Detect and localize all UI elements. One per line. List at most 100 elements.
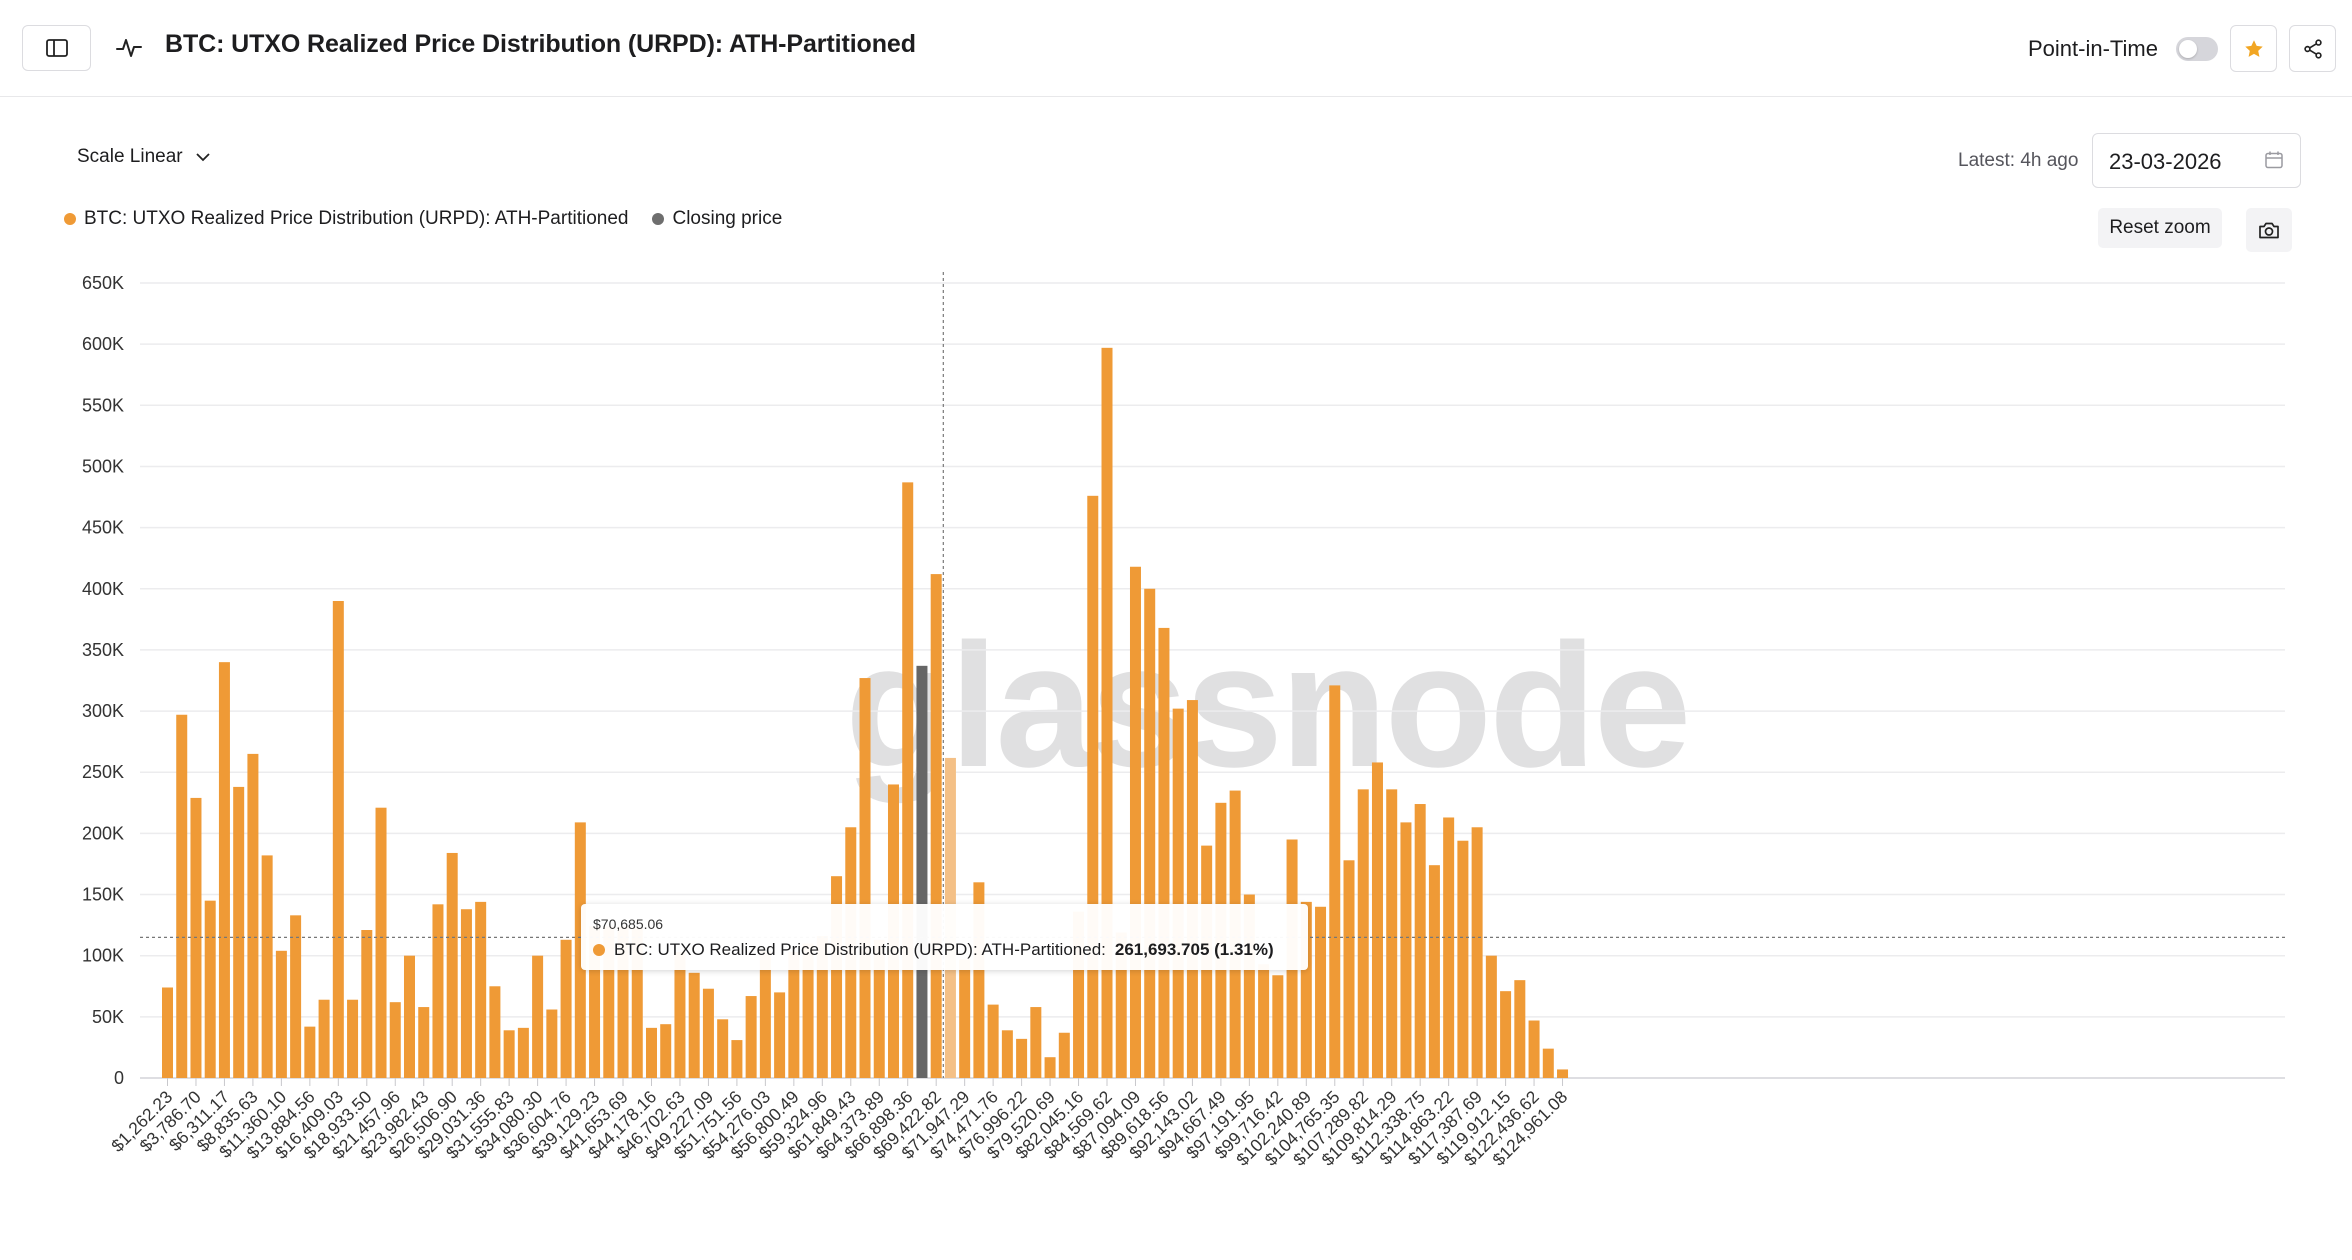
bar xyxy=(347,999,359,1078)
bar xyxy=(503,1030,515,1078)
screenshot-button[interactable] xyxy=(2246,208,2292,252)
bar xyxy=(290,915,302,1078)
bar xyxy=(532,955,544,1078)
y-tick-label: 350K xyxy=(82,640,124,660)
tooltip-row: BTC: UTXO Realized Price Distribution (U… xyxy=(593,940,1296,960)
sidebar-icon xyxy=(45,39,68,57)
y-tick-label: 250K xyxy=(82,762,124,782)
point-in-time-toggle[interactable] xyxy=(2176,37,2218,61)
bar xyxy=(688,972,700,1078)
bar xyxy=(304,1026,316,1078)
y-tick-label: 200K xyxy=(82,823,124,843)
bar xyxy=(475,901,487,1078)
bar xyxy=(717,1019,729,1078)
legend-label-closing-price: Closing price xyxy=(672,208,783,229)
bar xyxy=(1343,860,1355,1078)
bar xyxy=(247,753,259,1078)
bar xyxy=(631,927,643,1078)
bar xyxy=(930,574,942,1078)
bar xyxy=(802,943,814,1078)
bar xyxy=(759,950,771,1078)
date-picker-field[interactable]: 23-03-2026 xyxy=(2092,133,2301,188)
bar xyxy=(702,988,714,1078)
bar xyxy=(774,992,786,1078)
bar xyxy=(176,714,188,1078)
y-tick-label: 150K xyxy=(82,885,124,905)
bar xyxy=(731,1040,743,1078)
bar xyxy=(1144,588,1156,1078)
bar xyxy=(1101,347,1113,1078)
bar xyxy=(1557,1069,1569,1078)
tooltip-series-dot xyxy=(593,944,605,956)
bar xyxy=(1443,817,1455,1078)
favorite-button[interactable] xyxy=(2230,25,2277,72)
bar xyxy=(1243,894,1255,1078)
bar xyxy=(973,882,985,1078)
bar xyxy=(1542,1048,1554,1078)
page-title: BTC: UTXO Realized Price Distribution (U… xyxy=(165,30,916,58)
bar xyxy=(1300,901,1312,1078)
bar xyxy=(1457,840,1469,1078)
bar xyxy=(403,955,415,1078)
share-button[interactable] xyxy=(2289,25,2336,72)
bar xyxy=(1158,627,1170,1078)
bar xyxy=(517,1027,529,1078)
bar xyxy=(204,900,216,1078)
share-icon xyxy=(2303,38,2322,59)
y-tick-label: 550K xyxy=(82,395,124,415)
latest-update-label: Latest: 4h ago xyxy=(1958,150,2079,171)
bar xyxy=(361,930,373,1078)
bar xyxy=(1386,789,1398,1078)
bar xyxy=(1471,827,1483,1078)
bar xyxy=(1272,975,1284,1078)
y-tick-label: 100K xyxy=(82,946,124,966)
bar xyxy=(589,926,601,1078)
bar xyxy=(603,926,615,1078)
bar xyxy=(1172,708,1184,1078)
legend-item-urpd[interactable]: BTC: UTXO Realized Price Distribution (U… xyxy=(64,208,628,230)
y-tick-label: 400K xyxy=(82,579,124,599)
bar xyxy=(1258,964,1270,1078)
y-tick-label: 450K xyxy=(82,518,124,538)
point-in-time-label: Point-in-Time xyxy=(2028,36,2158,61)
scale-select[interactable]: Scale Linear xyxy=(77,146,211,168)
bar xyxy=(261,855,273,1078)
bar xyxy=(1087,495,1099,1078)
y-tick-label: 50K xyxy=(92,1007,124,1027)
bar xyxy=(674,952,686,1078)
bar xyxy=(873,939,885,1078)
star-icon xyxy=(2244,39,2263,57)
bar xyxy=(418,1007,430,1078)
tooltip-series-label: BTC: UTXO Realized Price Distribution (U… xyxy=(614,940,1106,959)
bar xyxy=(218,662,230,1078)
tooltip-value: 261,693.705 (1.31%) xyxy=(1114,940,1274,959)
legend-dot-closing-price xyxy=(652,213,665,225)
bar xyxy=(745,996,757,1078)
bar xyxy=(1044,1057,1056,1078)
bar xyxy=(788,952,800,1078)
bar xyxy=(1073,911,1085,1078)
bar xyxy=(1030,1007,1042,1078)
bar xyxy=(902,482,914,1078)
reset-zoom-button[interactable]: Reset zoom xyxy=(2098,208,2222,248)
bar xyxy=(1371,762,1383,1078)
top-bar: BTC: UTXO Realized Price Distribution (U… xyxy=(0,0,2352,97)
bar xyxy=(1315,906,1327,1078)
bar xyxy=(318,999,330,1078)
legend-dot-urpd xyxy=(64,213,76,225)
bar xyxy=(233,786,245,1078)
sidebar-toggle-button[interactable] xyxy=(22,25,91,71)
chevron-down-icon xyxy=(195,153,210,162)
bar xyxy=(560,939,572,1078)
bar xyxy=(1485,955,1497,1078)
date-value: 23-03-2026 xyxy=(2109,149,2222,174)
chart-legend: BTC: UTXO Realized Price Distribution (U… xyxy=(64,208,782,230)
y-tick-label: 300K xyxy=(82,701,124,721)
bar xyxy=(489,986,501,1078)
bar xyxy=(432,904,444,1078)
bar xyxy=(1115,932,1127,1078)
legend-item-closing-price[interactable]: Closing price xyxy=(652,208,782,230)
camera-icon xyxy=(2259,222,2279,239)
tooltip-price: $70,685.06 xyxy=(593,916,664,932)
